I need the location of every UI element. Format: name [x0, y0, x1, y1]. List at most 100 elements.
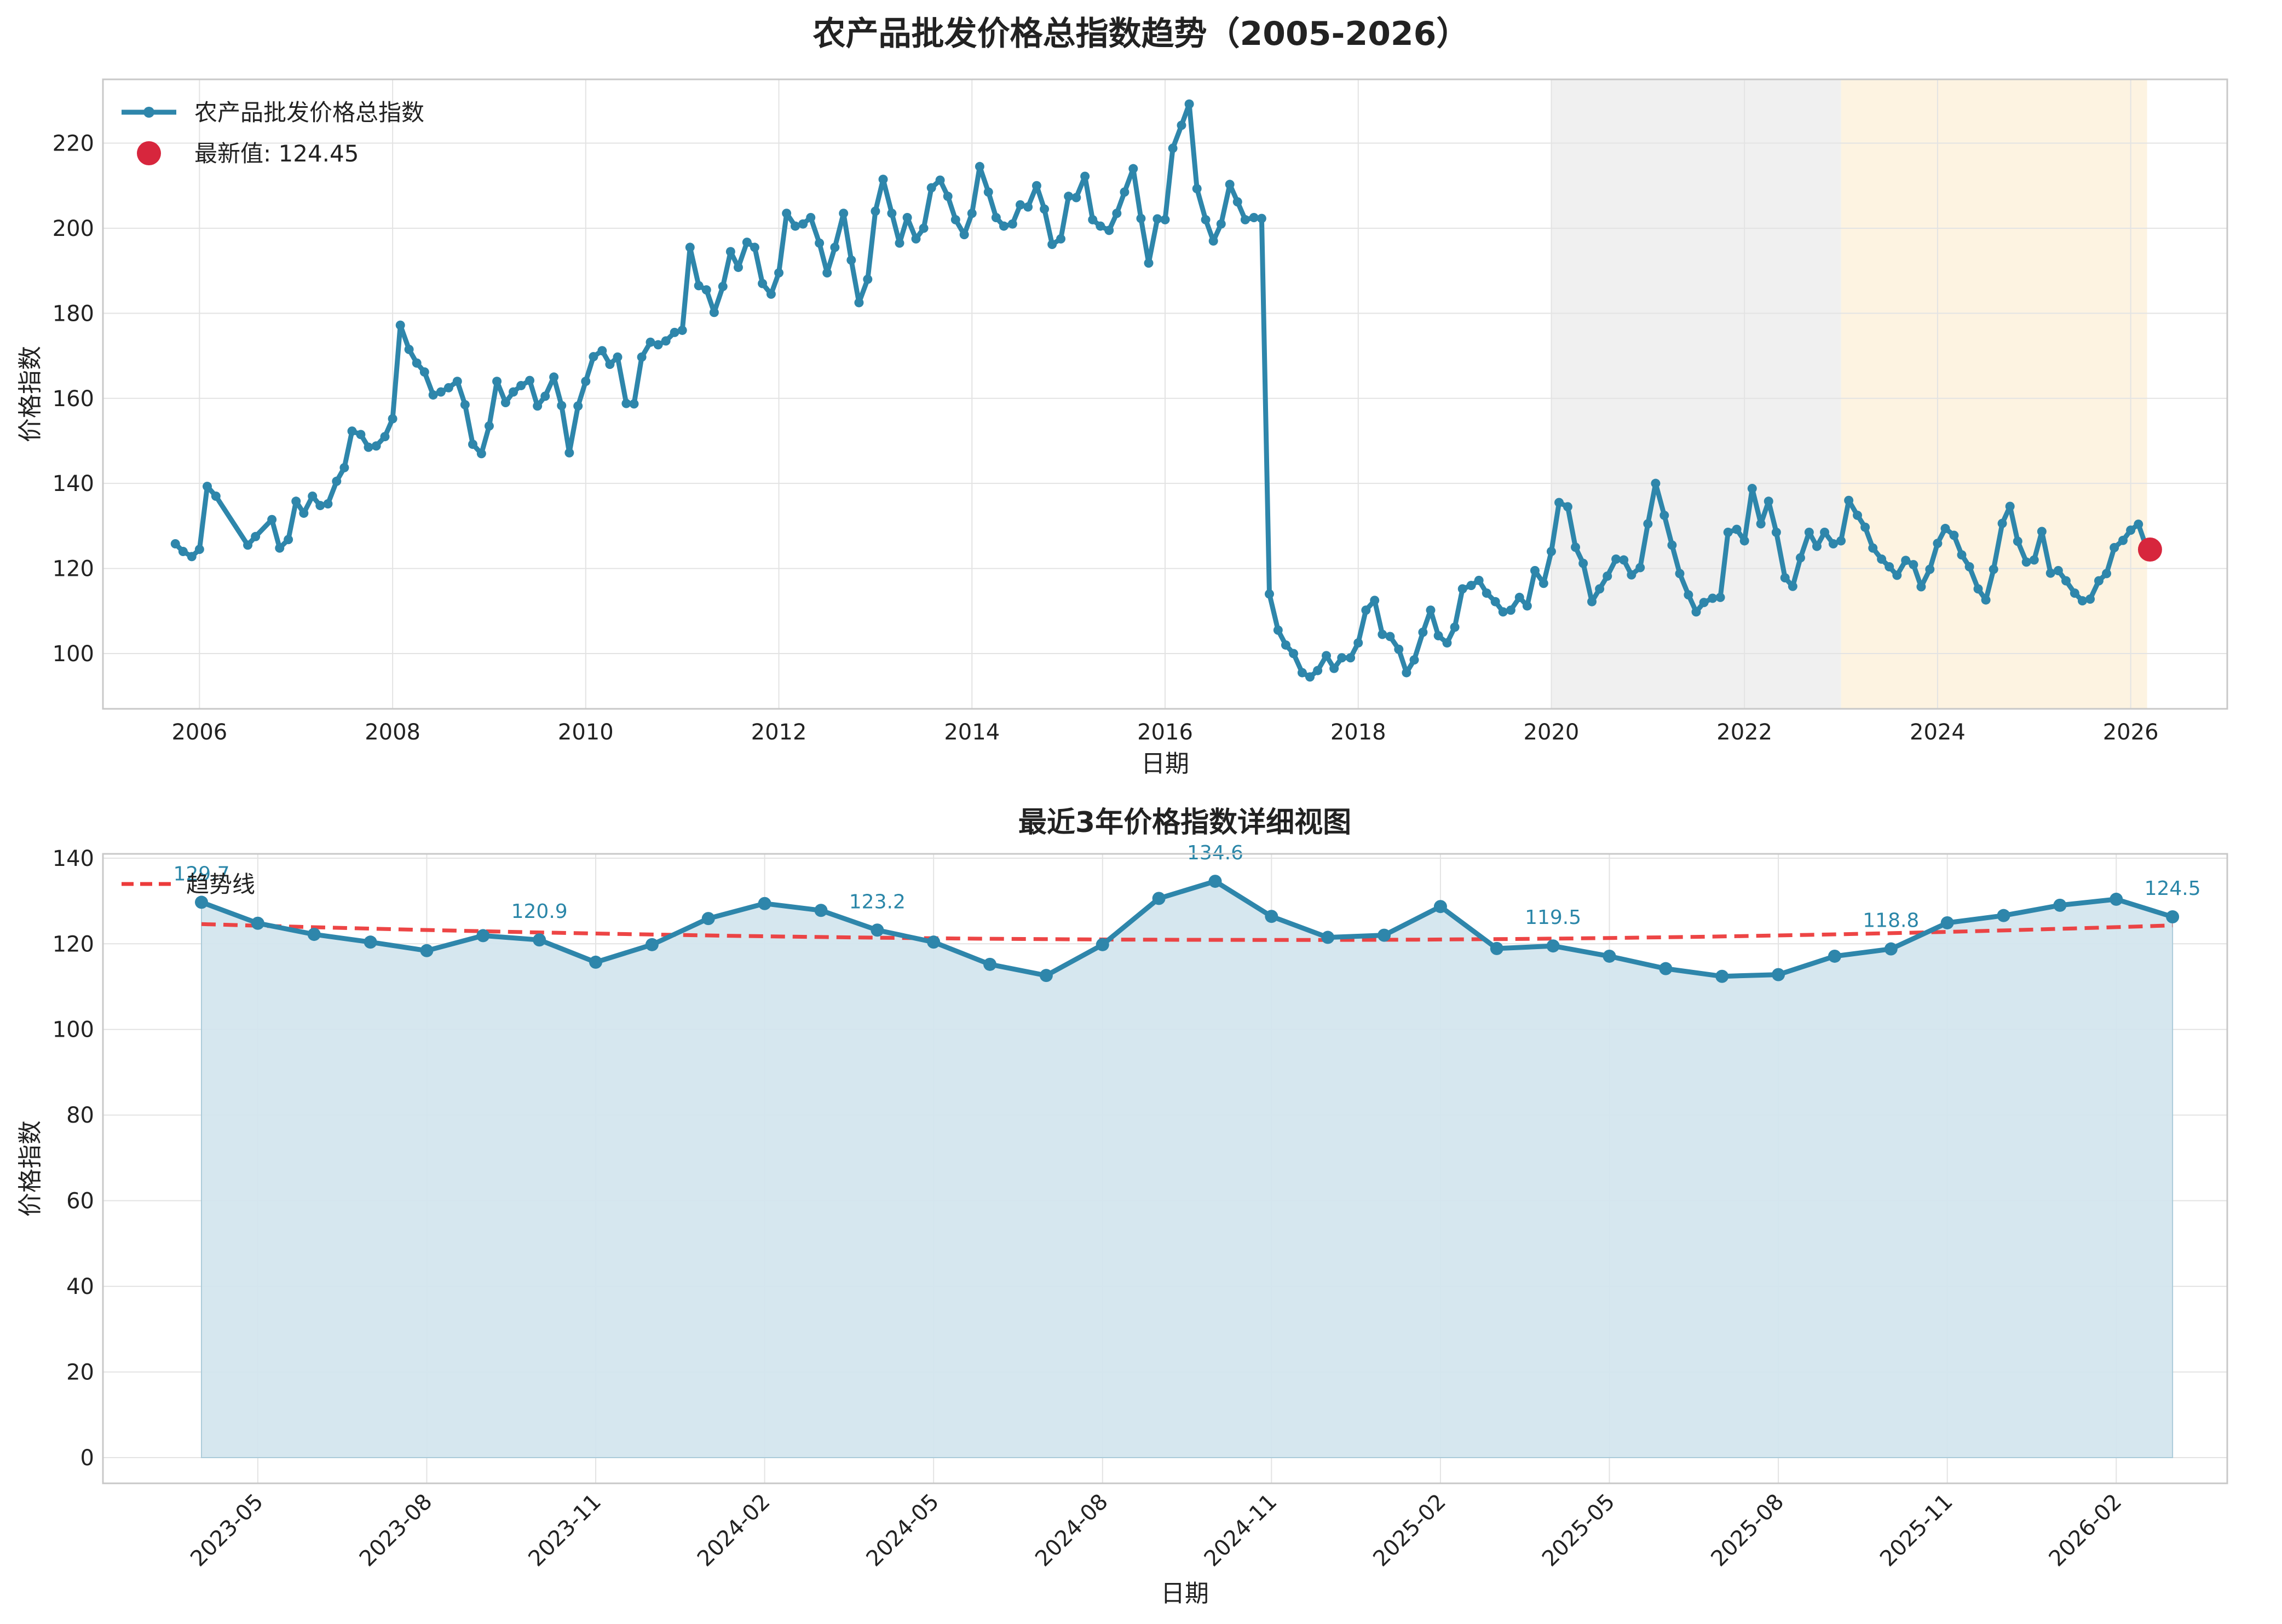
index-data-point [364, 442, 373, 452]
index-data-point [347, 426, 357, 436]
index-data-point [1957, 550, 1967, 560]
detail-data-point [420, 944, 434, 957]
index-data-point [701, 285, 711, 295]
data-label: 120.9 [511, 900, 568, 923]
index-data-point [871, 206, 880, 216]
index-data-point [605, 360, 615, 369]
index-data-point [919, 223, 929, 233]
index-data-point [1385, 632, 1395, 641]
index-data-point [1104, 226, 1114, 235]
x-tick-label: 2020 [1524, 720, 1580, 745]
detail-data-point [814, 904, 828, 917]
index-data-point [1177, 120, 1186, 130]
index-data-point [1651, 478, 1661, 488]
detail-chart-y-ticks: 0 20 40 60 80 100 120 140 [53, 846, 94, 1471]
index-data-point [549, 372, 559, 382]
index-data-point [1144, 258, 1154, 268]
index-data-point [516, 380, 526, 390]
index-data-point [758, 279, 768, 288]
index-data-point [750, 242, 759, 252]
index-data-point [1040, 204, 1050, 214]
detail-chart-frame [102, 853, 2228, 1484]
index-data-point [685, 242, 695, 252]
index-data-point [332, 476, 342, 486]
index-data-point [2053, 565, 2063, 575]
index-data-point [629, 399, 639, 409]
index-data-point [1450, 622, 1460, 632]
detail-data-point [1096, 938, 1109, 951]
index-data-point [1232, 197, 1242, 207]
detail-data-point [1208, 875, 1222, 888]
index-data-point [774, 268, 784, 278]
index-data-point [299, 508, 309, 518]
index-data-point [1877, 554, 1887, 564]
detail-chart-title: 最近3年价格指数详细视图 [1018, 806, 1351, 839]
index-data-point [1264, 589, 1274, 599]
index-data-point [1297, 668, 1307, 678]
shaded-range-orange [1841, 79, 2147, 709]
index-data-point [661, 336, 671, 346]
detail-data-point [701, 912, 715, 926]
figure-title: 农产品批发价格总指数趋势（2005-2026） [813, 15, 1470, 53]
index-data-point [2126, 525, 2136, 535]
index-data-point [646, 337, 655, 347]
main-chart-y-ticks: 100 120 140 160 180 200 220 [53, 131, 94, 667]
index-data-point [1764, 496, 1773, 506]
y-tick-label: 140 [53, 471, 94, 496]
index-data-point [902, 213, 912, 223]
index-data-point [1860, 522, 1870, 532]
detail-data-point [307, 928, 321, 941]
y-tick-label: 200 [53, 216, 94, 241]
index-data-point [428, 390, 438, 400]
index-data-point [2029, 555, 2039, 565]
index-data-point [1152, 214, 1162, 224]
index-data-point [1675, 569, 1685, 579]
index-data-point [1433, 631, 1443, 640]
index-data-point [1643, 519, 1653, 529]
index-data-point [1370, 596, 1380, 605]
index-data-point [178, 547, 188, 556]
detail-data-point [1265, 910, 1278, 923]
index-data-point [967, 209, 977, 218]
main-chart-xlabel: 日期 [1141, 750, 1189, 778]
index-data-point [1064, 192, 1074, 201]
index-data-point [621, 398, 631, 408]
y-tick-label: 40 [66, 1274, 94, 1299]
x-tick-label: 2016 [1137, 720, 1193, 745]
index-data-point [275, 543, 285, 553]
index-data-point [1506, 605, 1515, 615]
index-data-point [2045, 568, 2055, 578]
index-data-point [323, 499, 333, 508]
detail-data-point [589, 955, 603, 969]
index-data-point [1056, 234, 1066, 244]
index-data-point [1457, 584, 1467, 594]
index-data-point [1973, 584, 1983, 594]
y-tick-label: 80 [66, 1103, 94, 1128]
detail-chart-xlabel: 日期 [1161, 1580, 1209, 1608]
index-data-point [1595, 584, 1605, 594]
shaded-range-gray [1551, 79, 1841, 709]
index-data-point [202, 482, 212, 492]
index-data-point [1940, 524, 1950, 534]
index-data-point [830, 242, 840, 252]
y-tick-label: 100 [53, 1018, 94, 1043]
x-tick-label: 2006 [171, 720, 227, 745]
index-data-point [1216, 219, 1226, 229]
index-data-point [887, 209, 897, 218]
detail-data-point [251, 916, 264, 930]
index-data-point [1466, 581, 1476, 591]
detail-data-point [1546, 939, 1560, 953]
detail-series-line [200, 879, 2174, 979]
index-data-point [1554, 498, 1564, 507]
y-tick-label: 140 [53, 846, 94, 871]
index-data-point [1788, 581, 1797, 591]
index-data-point [2021, 557, 2031, 567]
index-data-point [251, 531, 261, 541]
y-tick-label: 60 [66, 1189, 94, 1214]
index-data-point [1426, 605, 1436, 615]
index-data-point [1771, 528, 1781, 538]
index-data-point [1474, 575, 1484, 585]
index-data-point [2118, 535, 2128, 545]
index-data-point [564, 448, 574, 458]
